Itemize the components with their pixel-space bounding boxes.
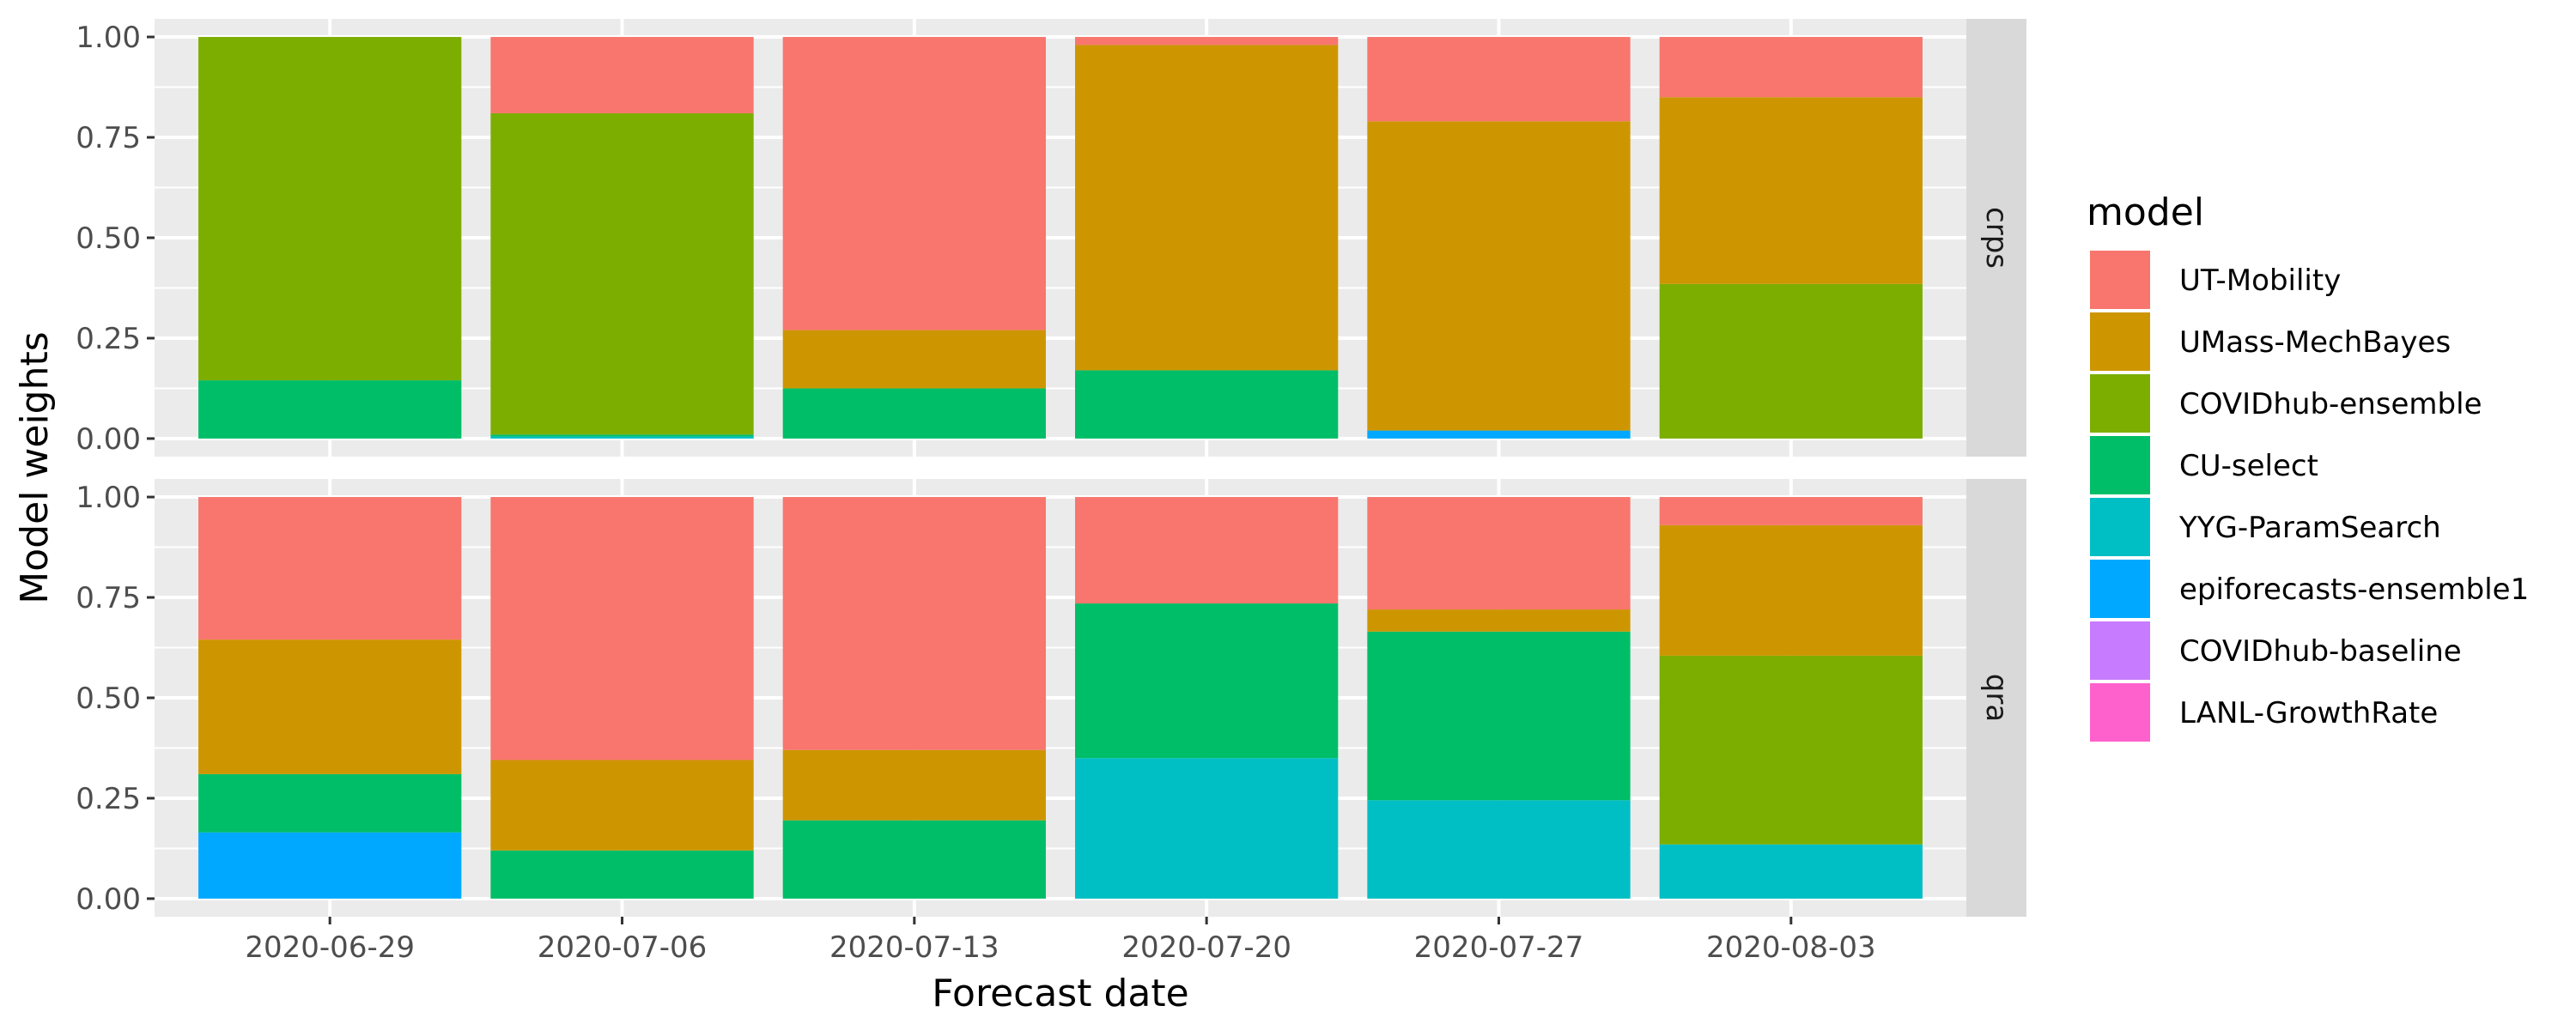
y-tick-label: 0.50 (76, 221, 141, 256)
y-tick-label: 0.00 (76, 882, 141, 917)
y-tick-label: 1.00 (76, 481, 141, 515)
bar-segment-ut-mobility (1367, 497, 1631, 610)
bar-segment-covidhub-ensemble (198, 37, 462, 381)
legend-label: YYG-ParamSearch (2178, 511, 2441, 545)
bar-segment-umass-mechbayes (198, 639, 462, 774)
legend-item: COVIDhub-baseline (2090, 621, 2462, 680)
legend-label: UMass-MechBayes (2179, 325, 2451, 360)
strip-label: crps (1979, 207, 2014, 269)
bar-segment-covidhub-ensemble (1659, 283, 1923, 439)
bar-segment-ut-mobility (782, 497, 1046, 750)
bar-segment-epiforecasts-ensemble1 (198, 832, 462, 899)
bar-segment-cu-select (490, 850, 754, 899)
bar-segment-ut-mobility (490, 497, 754, 760)
bar-segment-ut-mobility (1659, 37, 1923, 98)
bar-segment-cu-select (490, 434, 754, 437)
legend-key (2090, 251, 2150, 309)
legend-key (2090, 621, 2150, 680)
bar-segment-umass-mechbayes (1367, 609, 1631, 632)
legend-key (2090, 312, 2150, 371)
bar-segment-umass-mechbayes (782, 330, 1046, 389)
bar-segment-cu-select (1367, 631, 1631, 801)
legend-label: LANL-GrowthRate (2179, 696, 2438, 730)
bar-segment-ut-mobility (1659, 497, 1923, 525)
strip-background (1966, 479, 2026, 917)
strip-label: qra (1979, 674, 2014, 722)
bar-segment-umass-mechbayes (1659, 97, 1923, 284)
bar-segment-yyg-paramsearch (1659, 844, 1923, 899)
legend-item: UMass-MechBayes (2090, 312, 2451, 371)
bar-segment-ut-mobility (198, 497, 462, 640)
legend-item: CU-select (2090, 436, 2318, 494)
facet-strips: crps qra (1966, 19, 2026, 917)
strip-qra: qra (1966, 479, 2026, 917)
x-tick-label: 2020-07-06 (538, 930, 708, 965)
bar-segment-cu-select (782, 820, 1046, 899)
bar-segment-ut-mobility (782, 37, 1046, 330)
legend-key (2090, 374, 2150, 433)
legend-key (2090, 436, 2150, 494)
panel-crps: 0.00 0.25 0.50 0.75 1.00 (76, 19, 1966, 457)
legend-label: UT-Mobility (2179, 264, 2341, 298)
bar-segment-ut-mobility (1367, 37, 1631, 122)
legend-item: YYG-ParamSearch (2090, 498, 2441, 556)
legend-key (2090, 560, 2150, 618)
bar-segment-covidhub-ensemble (490, 112, 754, 435)
legend-key (2090, 498, 2150, 556)
x-axis-title: Forecast date (932, 972, 1188, 1015)
y-tick-label: 0.75 (76, 581, 141, 615)
bar-segment-cu-select (1075, 603, 1339, 759)
bar-segment-umass-mechbayes (1367, 121, 1631, 431)
bar-segment-cu-select (198, 773, 462, 833)
legend-key (2090, 683, 2150, 742)
bar-segment-umass-mechbayes (782, 749, 1046, 821)
y-tick-label: 0.75 (76, 121, 141, 155)
legend-title: model (2087, 191, 2204, 234)
legend-label: CU-select (2179, 449, 2318, 483)
x-tick-label: 2020-07-13 (829, 930, 999, 965)
legend-label: COVIDhub-ensemble (2179, 387, 2482, 421)
y-tick-label: 0.25 (76, 322, 141, 356)
bar-segment-yyg-paramsearch (1075, 758, 1339, 899)
legend-item: LANL-GrowthRate (2090, 683, 2438, 742)
x-tick-label: 2020-07-27 (1414, 930, 1584, 965)
legend: model UT-Mobility UMass-MechBayes COVIDhub… (2087, 191, 2529, 742)
bar-segment-ut-mobility (490, 37, 754, 113)
y-axis-title: Model weights (13, 331, 57, 603)
y-tick-label: 0.25 (76, 782, 141, 816)
bar-segment-umass-mechbayes (1659, 524, 1923, 656)
chart-panels: 0.00 0.25 0.50 0.75 1.00 0.00 0.25 0.50 0.75 1.00 (76, 19, 1966, 917)
bar-segment-cu-select (782, 388, 1046, 439)
bar-segment-umass-mechbayes (1075, 45, 1339, 371)
bar-segment-ut-mobility (1075, 37, 1339, 45)
x-axis: 2020-06-29 2020-07-06 2020-07-13 2020-07-20… (245, 917, 1876, 965)
y-tick-label: 1.00 (76, 21, 141, 55)
bar-segment-ut-mobility (1075, 497, 1339, 604)
legend-label: epiforecasts-ensemble1 (2179, 573, 2529, 607)
x-tick-label: 2020-07-20 (1121, 930, 1291, 965)
legend-item: UT-Mobility (2090, 251, 2341, 309)
panel-qra: 0.00 0.25 0.50 0.75 1.00 (76, 479, 1966, 917)
bar-segment-cu-select (1075, 370, 1339, 439)
x-tick-label: 2020-08-03 (1706, 930, 1876, 965)
bar-segment-cu-select (198, 380, 462, 439)
y-tick-label: 0.00 (76, 422, 141, 457)
legend-item: epiforecasts-ensemble1 (2090, 560, 2529, 618)
legend-item: COVIDhub-ensemble (2090, 374, 2482, 433)
legend-label: COVIDhub-baseline (2179, 634, 2462, 669)
x-tick-label: 2020-06-29 (245, 930, 415, 965)
strip-background (1966, 19, 2026, 457)
bar-segment-epiforecasts-ensemble1 (1367, 430, 1631, 439)
bar-segment-umass-mechbayes (490, 760, 754, 851)
y-tick-label: 0.50 (76, 682, 141, 716)
bar-segment-covidhub-ensemble (1659, 655, 1923, 845)
bar-segment-yyg-paramsearch (1367, 800, 1631, 899)
bar-segment-yyg-paramsearch (490, 436, 754, 439)
strip-crps: crps (1966, 19, 2026, 457)
